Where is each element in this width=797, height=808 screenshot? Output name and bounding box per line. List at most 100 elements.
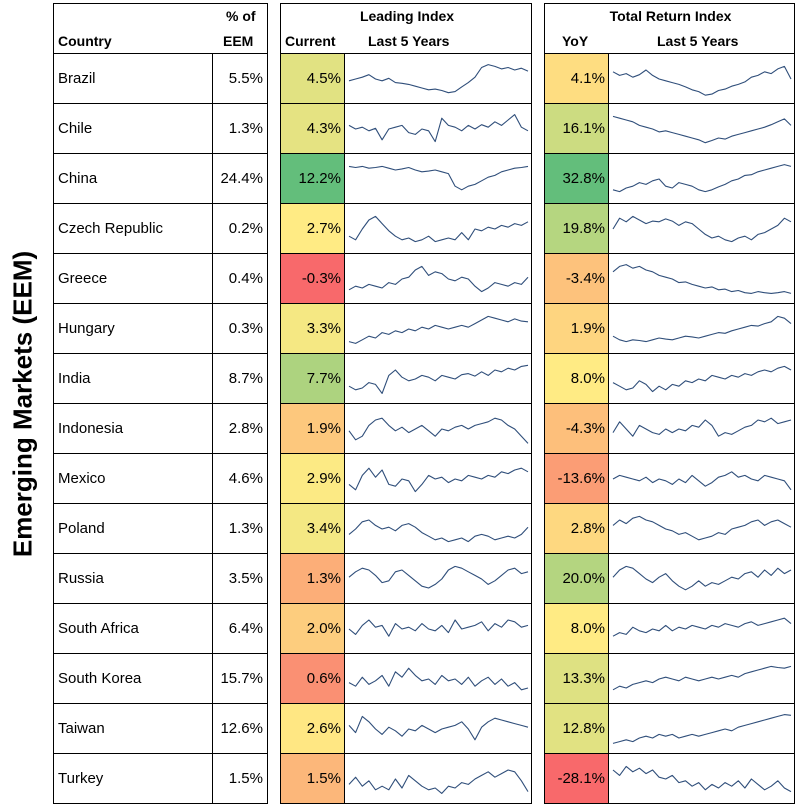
leading-sparkline-line [348, 417, 529, 444]
tr-sparkline-line [612, 215, 792, 243]
tr-sparkline-line [612, 264, 792, 294]
leading-current-cell: -0.3% [281, 253, 344, 303]
weight-cell: 12.6% [212, 703, 267, 753]
tr-sparkline-line [612, 417, 792, 437]
leading-sparkline-line [348, 64, 529, 94]
weight-cell: 1.3% [212, 103, 267, 153]
yoy-cell: 16.1% [545, 103, 608, 153]
leading-sparkline [344, 653, 531, 703]
leading-current-cell-text: 1.5% [306, 770, 341, 787]
yoy-cell: 13.3% [545, 653, 608, 703]
country-cell: Hungary [54, 303, 212, 353]
country-cell-text: Brazil [58, 70, 96, 87]
tr-sparkline-line [612, 65, 792, 96]
weight-cell: 2.8% [212, 403, 267, 453]
yoy-cell: -3.4% [545, 253, 608, 303]
tr-sparkline [608, 353, 794, 403]
leading-current-cell-text: 4.3% [306, 120, 341, 137]
leading-current-cell: 2.7% [281, 203, 344, 253]
leading-sparkline [344, 53, 531, 103]
weight-cell: 1.3% [212, 503, 267, 553]
weight-cell: 3.5% [212, 553, 267, 603]
tr-sparkline [608, 253, 794, 303]
country-cell-text: Greece [58, 270, 108, 287]
yoy-cell: 19.8% [545, 203, 608, 253]
tr-sparkline-line [612, 617, 792, 637]
yoy-cell: 4.1% [545, 53, 608, 103]
leading-current-cell-text: 3.3% [306, 320, 341, 337]
country-cell-text: Hungary [58, 320, 115, 337]
weight-cell: 0.3% [212, 303, 267, 353]
tr-sparkline-line [612, 164, 792, 193]
leading-sparkline [344, 603, 531, 653]
weight-cell: 1.5% [212, 753, 267, 803]
tr-sparkline-line [612, 365, 792, 393]
leading-current-cell: 1.9% [281, 403, 344, 453]
country-cell: Brazil [54, 53, 212, 103]
leading-current-cell: 2.0% [281, 603, 344, 653]
weight-cell-text: 12.6% [220, 720, 263, 737]
country-cell-text: Turkey [58, 770, 104, 787]
leading-current-cell-text: 2.0% [306, 620, 341, 637]
leading-current-cell-text: 1.9% [306, 420, 341, 437]
country-cell: South Korea [54, 653, 212, 703]
tr-sparkline [608, 703, 794, 753]
yoy-cell-text: 19.8% [562, 220, 605, 237]
tr-sparkline [608, 203, 794, 253]
yoy-cell-text: 12.8% [562, 720, 605, 737]
weight-cell-text: 1.3% [228, 120, 263, 137]
yoy-cell-text: 4.1% [570, 70, 605, 87]
weight-cell: 24.4% [212, 153, 267, 203]
weight-cell-text: 2.8% [228, 420, 263, 437]
leading-sparkline [344, 253, 531, 303]
leading-sparkline [344, 553, 531, 603]
weight-cell-text: 24.4% [220, 170, 263, 187]
weight-cell: 6.4% [212, 603, 267, 653]
tr-sparkline-line [612, 765, 792, 793]
weight-cell-text: 0.4% [228, 270, 263, 287]
yoy-cell: 8.0% [545, 603, 608, 653]
leading-current-cell-text: 12.2% [298, 170, 341, 187]
country-cell: India [54, 353, 212, 403]
leading-sparkline [344, 753, 531, 803]
yoy-cell-text: 8.0% [570, 620, 605, 637]
leading-current-cell-text: 7.7% [306, 370, 341, 387]
country-cell-text: Indonesia [58, 420, 124, 437]
tr-last5-header: Last 5 Years [657, 33, 739, 49]
leading-sparkline [344, 153, 531, 203]
country-cell: Turkey [54, 753, 212, 803]
yoy-cell-text: 8.0% [570, 370, 605, 387]
tr-sparkline-line [612, 115, 792, 144]
country-cell-text: Czech Republic [58, 220, 164, 237]
leading-current-cell: 12.2% [281, 153, 344, 203]
country-cell: Russia [54, 553, 212, 603]
leading-current-cell: 2.9% [281, 453, 344, 503]
leading-current-cell: 4.3% [281, 103, 344, 153]
tr-sparkline-line [612, 315, 792, 343]
yoy-cell: -13.6% [545, 453, 608, 503]
leading-sparkline [344, 453, 531, 503]
country-cell: Czech Republic [54, 203, 212, 253]
leading-sparkline-line [348, 467, 529, 493]
leading-current-cell: 4.5% [281, 53, 344, 103]
yoy-cell: -28.1% [545, 753, 608, 803]
weight-cell-text: 1.5% [228, 770, 263, 787]
leading-sparkline-line [348, 619, 529, 637]
yoy-cell: 20.0% [545, 553, 608, 603]
leading-current-cell: 1.5% [281, 753, 344, 803]
leading-index-header: Leading Index [359, 8, 455, 24]
weight-cell-text: 1.3% [228, 520, 263, 537]
weight-cell-text: 4.6% [228, 470, 263, 487]
country-cell-text: Taiwan [58, 720, 105, 737]
country-cell: Poland [54, 503, 212, 553]
leading-sparkline [344, 353, 531, 403]
weight-cell: 4.6% [212, 453, 267, 503]
leading-sparkline [344, 403, 531, 453]
leading-sparkline-line [348, 565, 529, 589]
leading-last5-header: Last 5 Years [368, 33, 450, 49]
leading-sparkline [344, 103, 531, 153]
country-cell: Mexico [54, 453, 212, 503]
total-return-panel: Total Return Index YoY Last 5 Years 4.1%… [544, 3, 795, 804]
yoy-cell-text: 20.0% [562, 570, 605, 587]
country-cell: Indonesia [54, 403, 212, 453]
